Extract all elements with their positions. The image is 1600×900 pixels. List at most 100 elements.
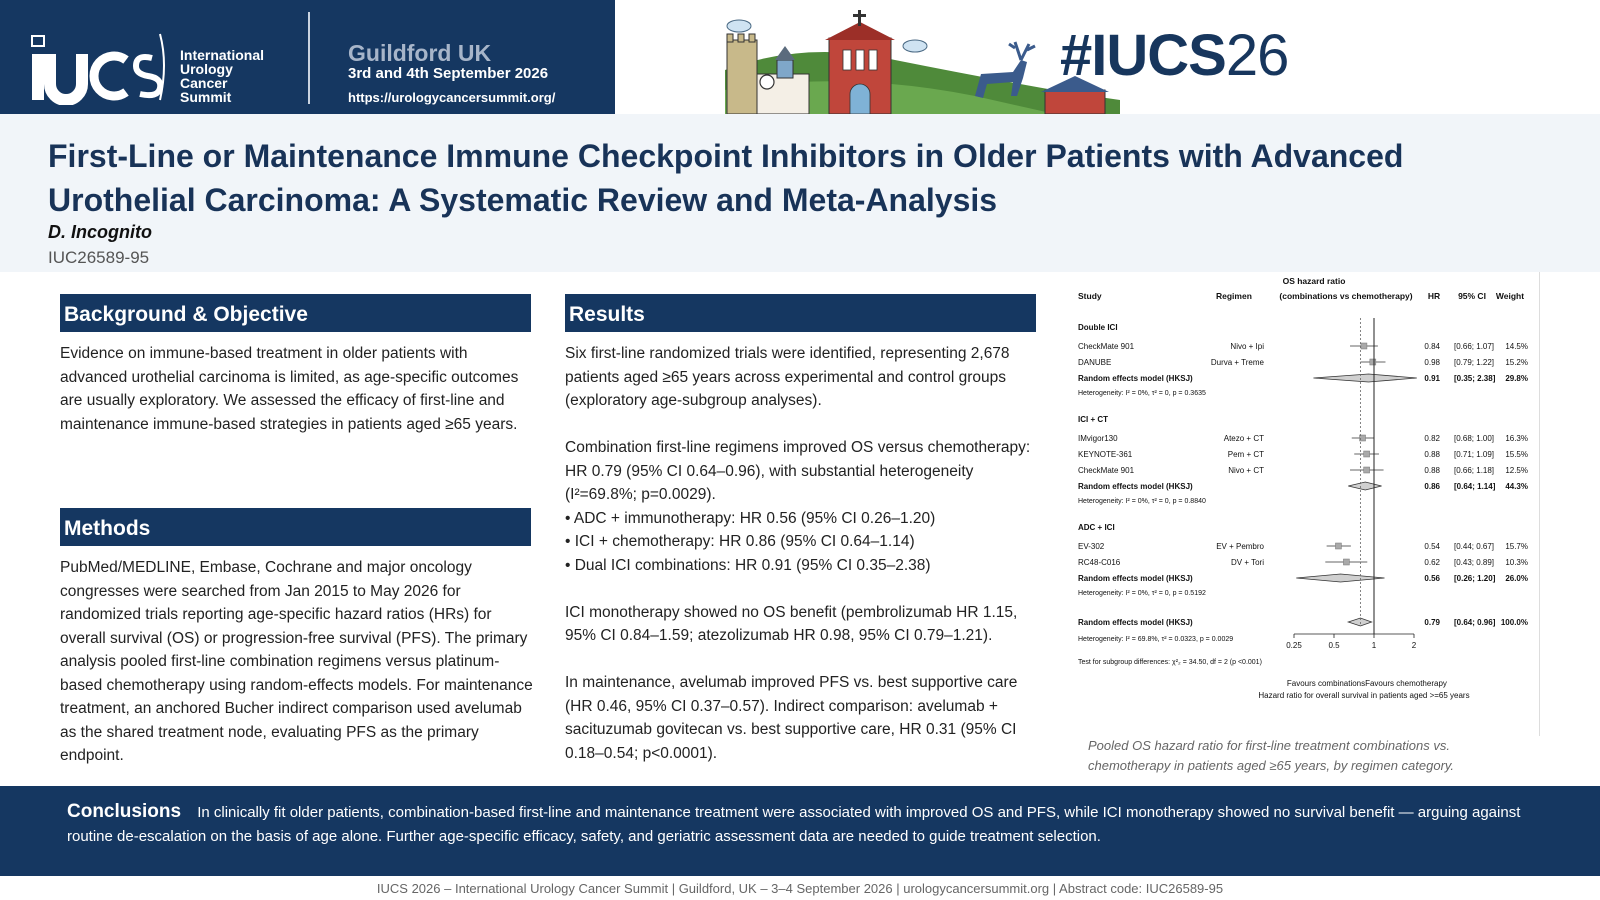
study-name: EV-302: [1078, 542, 1105, 551]
results-heading: Results: [565, 294, 1036, 332]
point-estimate: [1363, 450, 1370, 458]
abstract-id: IUC26589-95: [48, 248, 150, 267]
x-tick-label: 0.25: [1286, 641, 1302, 650]
point-estimate: [1363, 466, 1370, 474]
point-estimate: [1359, 434, 1366, 442]
weight-value: 29.8%: [1505, 374, 1528, 383]
regimen-name: Pem + CT: [1228, 450, 1264, 459]
paper-title: First-Line or Maintenance Immune Checkpo…: [48, 138, 1404, 218]
methods-heading: Methods: [60, 508, 531, 546]
regimen-name: EV + Pembro: [1216, 542, 1264, 551]
weight-value: 14.5%: [1505, 342, 1528, 351]
x-label-right: Favours chemotherapy: [1365, 679, 1447, 688]
x-label-left: Favours combinations: [1287, 679, 1365, 688]
x-tick-label: 1: [1372, 641, 1377, 650]
hr-value: 0.79: [1424, 618, 1440, 627]
heterogeneity-text: Heterogeneity: I² = 0%, τ² = 0, p = 0.88…: [1078, 498, 1206, 505]
results-paragraph: Six first-line randomized trials were id…: [565, 345, 1010, 409]
conclusions-text: In clinically fit older patients, combin…: [67, 804, 1521, 845]
col-regimen: Regimen: [1216, 291, 1252, 301]
conference-banner: International Urology Cancer Summit Guil…: [0, 0, 1600, 114]
weight-value: 100.0%: [1501, 618, 1528, 627]
hr-value: 0.54: [1424, 542, 1440, 551]
ci-value: [0.79; 1.22]: [1454, 358, 1494, 367]
pooled-label: Random effects model (HKSJ): [1078, 574, 1193, 583]
org-name: International Urology Cancer Summit: [180, 48, 264, 104]
weight-value: 26.0%: [1505, 574, 1528, 583]
weight-value: 10.3%: [1505, 558, 1528, 567]
hr-value: 0.84: [1424, 342, 1440, 351]
weight-value: 16.3%: [1505, 434, 1528, 443]
heterogeneity-text: Heterogeneity: I² = 0%, τ² = 0, p = 0.36…: [1078, 390, 1206, 397]
banner-navy-block: International Urology Cancer Summit Guil…: [0, 0, 615, 114]
ci-value: [0.26; 1.20]: [1454, 574, 1496, 583]
forest-plot: OS hazard ratio Study Regimen (combinati…: [1068, 272, 1540, 736]
background-heading: Background & Objective: [60, 294, 531, 332]
point-estimate: [1369, 358, 1377, 366]
col-plot: (combinations vs chemotherapy): [1279, 291, 1412, 301]
regimen-name: Durva + Treme: [1211, 358, 1265, 367]
event-dates: 3rd and 4th September 2026: [348, 65, 549, 82]
col-ci: 95% CI: [1458, 291, 1486, 301]
weight-value: 44.3%: [1505, 482, 1528, 491]
org-line: Urology: [180, 61, 233, 77]
conclusions-label: Conclusions: [67, 801, 182, 822]
overall-diamond: [1346, 617, 1373, 627]
study-name: CheckMate 901: [1078, 342, 1135, 351]
title-band: First-Line or Maintenance Immune Checkpo…: [0, 114, 1600, 272]
hashtag-year: 26: [1225, 23, 1290, 88]
regimen-name: Atezo + CT: [1224, 434, 1264, 443]
footer: IUCS 2026 – International Urology Cancer…: [376, 881, 1224, 896]
hr-value: 0.98: [1424, 358, 1440, 367]
results-bullets: • ADC + immunotherapy: HR 0.56 (95% CI 0…: [565, 507, 1040, 578]
banner-divider: [308, 12, 310, 104]
methods-text: PubMed/MEDLINE, Embase, Cochrane and maj…: [60, 559, 533, 764]
overall-label: Random effects model (HKSJ): [1078, 618, 1193, 627]
conclusions-band: Conclusions In clinically fit older pati…: [0, 786, 1600, 876]
conference-hashtag: #IUCS26: [1060, 22, 1290, 89]
pooled-diamond: [1313, 373, 1417, 383]
col-weight: Weight: [1496, 291, 1524, 301]
results-text: Six first-line randomized trials were id…: [565, 342, 1040, 789]
org-line: Summit: [180, 89, 232, 105]
col-hr: HR: [1428, 291, 1440, 301]
subgroup-test: Test for subgroup differences: χ²₂ = 34.…: [1078, 659, 1262, 666]
forest-plot-svg: OS hazard ratio Study Regimen (combinati…: [1078, 276, 1528, 700]
hr-value: 0.56: [1424, 574, 1440, 583]
iucs-logo: [28, 30, 168, 106]
regimen-name: DV + Tori: [1231, 558, 1264, 567]
results-bullet: • ADC + immunotherapy: HR 0.56 (95% CI 0…: [565, 509, 936, 527]
results-bullet: • ICI + chemotherapy: HR 0.86 (95% CI 0.…: [565, 533, 915, 550]
study-name: DANUBE: [1078, 358, 1111, 367]
hr-value: 0.82: [1424, 434, 1440, 443]
pooled-label: Random effects model (HKSJ): [1078, 374, 1193, 383]
col-study: Study: [1078, 291, 1102, 301]
event-city: Guildford UK: [348, 40, 492, 66]
hr-value: 0.91: [1424, 374, 1440, 383]
conclusions-body: Conclusions In clinically fit older pati…: [67, 800, 1547, 848]
ci-value: [0.68; 1.00]: [1454, 434, 1494, 443]
study-name: RC48-C016: [1078, 558, 1121, 567]
results-paragraph: In maintenance, avelumab improved PFS vs…: [565, 674, 1018, 762]
heterogeneity-text: Heterogeneity: I² = 0%, τ² = 0, p = 0.51…: [1078, 590, 1206, 597]
study-name: KEYNOTE-361: [1078, 450, 1133, 459]
author: D. Incognito: [48, 222, 152, 242]
pooled-label: Random effects model (HKSJ): [1078, 482, 1193, 491]
x-tick-label: 0.5: [1328, 641, 1340, 650]
group-heading: Double ICI: [1078, 323, 1118, 332]
background-text: Evidence on immune-based treatment in ol…: [60, 345, 519, 433]
study-name: CheckMate 901: [1078, 466, 1135, 475]
ci-value: [0.66; 1.07]: [1454, 342, 1494, 351]
ci-value: [0.44; 0.67]: [1454, 542, 1494, 551]
hr-value: 0.88: [1424, 466, 1440, 475]
x-axis-label: Hazard ratio for overall survival in pat…: [1258, 691, 1469, 700]
ci-value: [0.64; 0.96]: [1454, 618, 1496, 627]
hashtag-prefix: #IUCS: [1060, 23, 1227, 88]
ci-value: [0.66; 1.18]: [1454, 466, 1494, 475]
overall-heterogeneity: Heterogeneity: I² = 69.8%, τ² = 0.0323, …: [1078, 636, 1233, 643]
x-tick-label: 2: [1412, 641, 1417, 650]
forest-plot-caption: Pooled OS hazard ratio for first-line tr…: [1088, 738, 1455, 773]
regimen-name: Nivo + Ipi: [1230, 342, 1264, 351]
event-url[interactable]: https://urologycancersummit.org/: [348, 90, 556, 105]
org-line: Cancer: [180, 75, 228, 91]
